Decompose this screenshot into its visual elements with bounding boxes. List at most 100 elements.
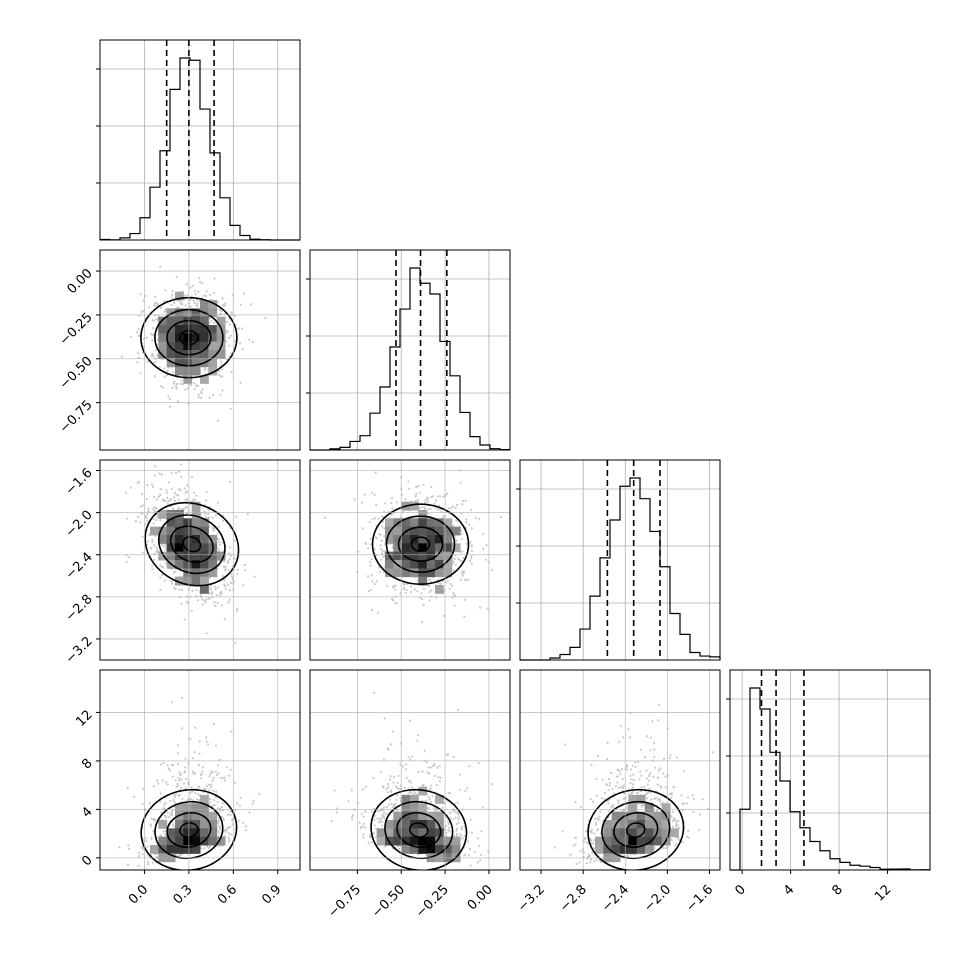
pair-1-2-contour-0 bbox=[371, 503, 470, 586]
pair-0-2-density-cell bbox=[166, 518, 176, 528]
pair-0-1-density-cell bbox=[200, 300, 209, 309]
pair-0-3-density-cell bbox=[158, 820, 168, 829]
pair-1-3-density-cell bbox=[401, 795, 411, 804]
pair-1-2-density-cell bbox=[418, 526, 428, 536]
hist-1-steps bbox=[310, 267, 511, 451]
hist-panel-1 bbox=[306, 249, 511, 451]
hist-3-frame bbox=[729, 669, 931, 871]
pair-1-2-density-cell bbox=[410, 501, 419, 511]
pair-0-2-contour-0 bbox=[144, 501, 240, 587]
pair-0-3-density-cell bbox=[200, 820, 209, 829]
pair-1-3-density-cell bbox=[410, 845, 419, 854]
pair-1-3-density-cell bbox=[451, 836, 461, 846]
pair-1-3-density-cell bbox=[443, 845, 453, 854]
pair-1-2-density-cell bbox=[410, 551, 419, 561]
pair-0-3-density-cell bbox=[166, 828, 176, 838]
pair-1-3-density-cell bbox=[426, 828, 436, 838]
pair-0-2-density-cell bbox=[200, 543, 209, 553]
pair-2-3-density-cell bbox=[653, 836, 663, 846]
pair-1-2-density-cell bbox=[393, 535, 403, 544]
pair-0-3-density-cell bbox=[183, 828, 193, 838]
pair-1-2-density-cell bbox=[418, 551, 428, 561]
pair-0-2-density-cell bbox=[175, 576, 184, 586]
pair-2-3-density-cell bbox=[645, 828, 654, 838]
pair-2-3-density-cell bbox=[611, 811, 621, 821]
pair-1-2-contour-1 bbox=[385, 515, 456, 574]
pair-0-3-density-cell bbox=[208, 811, 218, 821]
pair-0-1-density-cell bbox=[166, 350, 176, 359]
pair-1-3-density-cell bbox=[385, 828, 394, 838]
pair-2-3-density-cell bbox=[636, 828, 646, 838]
pair-1-2-density-cell bbox=[410, 518, 419, 528]
pair-2-3-density-cell bbox=[661, 828, 671, 838]
pair-1-2-contour-2 bbox=[397, 526, 444, 563]
corner-panels: −0.75−0.50−0.250.00−3.2−2.8−2.4−2.0−1.60… bbox=[57, 39, 931, 921]
pair-0-2-density-cell bbox=[166, 543, 176, 553]
pair-2-3-density-cell bbox=[611, 836, 621, 846]
pair-0-3-density-cell bbox=[150, 845, 159, 854]
pair-1-2-density-cell bbox=[418, 510, 428, 519]
pair-0-2-density-cell bbox=[158, 510, 168, 519]
pair-1-2-density-cell bbox=[426, 526, 436, 536]
pair-0-1-density-cell bbox=[183, 341, 193, 351]
pair-2-3-density-cell bbox=[645, 803, 654, 813]
pair-1-2-contour-3 bbox=[410, 536, 431, 553]
pair-1-2-density-cell bbox=[418, 543, 428, 553]
pair-2-3-contour-2 bbox=[613, 811, 659, 849]
pair-0-2-density-cell bbox=[150, 526, 159, 536]
pair-2-3-contour-3 bbox=[626, 822, 646, 838]
pair-1-3-density-cell bbox=[410, 836, 419, 846]
pair-2-3-density-cell bbox=[620, 820, 629, 829]
pair-0-2-density-cell bbox=[208, 535, 218, 544]
pair-0-1-density-cell bbox=[216, 316, 226, 326]
pair-2-3-density-cell bbox=[636, 811, 646, 821]
pair-1-3-density-cell bbox=[401, 820, 411, 829]
pair-1-3-density-cell bbox=[435, 836, 444, 846]
pair-0-1-density-cell bbox=[166, 358, 176, 368]
pair-0-2-density-cell bbox=[175, 510, 184, 519]
pair-1-2-density-cell bbox=[410, 543, 419, 553]
pair-1-2-density-cell bbox=[418, 535, 428, 544]
pair-0-2-density-cell bbox=[208, 560, 218, 569]
pair-2-3-density-cell bbox=[620, 828, 629, 838]
pair-1-3-density-cell bbox=[435, 811, 444, 821]
pair-0-3-density-cell bbox=[183, 820, 193, 829]
pair-2-3-density-cell bbox=[595, 836, 604, 846]
pair-0-2-density-cell bbox=[175, 543, 184, 553]
pair-0-2-density-cell bbox=[191, 510, 201, 519]
pair-0-2-density-cell bbox=[200, 518, 209, 528]
hist-panel-2 bbox=[516, 459, 721, 661]
pair-0-1-density-cell bbox=[208, 325, 218, 334]
pair-0-1-density-cell bbox=[191, 341, 201, 351]
pair-1-3-density-cell bbox=[393, 811, 403, 821]
pair-0-1-density-cell bbox=[166, 316, 176, 326]
pair-0-1-density-cell bbox=[216, 350, 226, 359]
pair-0-2-contour-2 bbox=[169, 525, 214, 563]
pair-2-3-density-cell bbox=[603, 845, 613, 854]
pair-1-2-density-cell bbox=[410, 526, 419, 536]
pair-0-1-density-cell bbox=[183, 333, 193, 343]
pair-1-2-density-cell bbox=[393, 568, 403, 578]
pair-0-1-density-cell bbox=[200, 341, 209, 351]
pair-1-3-contour-3 bbox=[409, 822, 429, 838]
pair-2-3-density-cell bbox=[645, 845, 654, 854]
pair-panel-1-3 bbox=[309, 669, 511, 871]
pair-0-1-density-cell bbox=[191, 366, 201, 376]
pair-0-3-density-cell bbox=[175, 820, 184, 829]
pair-1-2-density-cell bbox=[443, 526, 453, 536]
pair-0-1-density-cell bbox=[158, 325, 168, 334]
pair-0-2-density-cell bbox=[191, 501, 201, 511]
pair-0-2-density-cell bbox=[216, 551, 226, 561]
pair-2-3-density-cell bbox=[628, 828, 638, 838]
pair-0-2-density-cell bbox=[166, 510, 176, 519]
pair-0-2-density-cell bbox=[175, 535, 184, 544]
pair-1-2-density-cell bbox=[418, 576, 428, 586]
pair-1-2-density-cell bbox=[426, 568, 436, 578]
pair-0-3-density-cell bbox=[191, 836, 201, 846]
pair-1-3-density-cell bbox=[401, 811, 411, 821]
pair-1-3-density-cell bbox=[418, 845, 428, 854]
pair-1-3-density-cell bbox=[443, 836, 453, 846]
pair-2-3-density-cell bbox=[636, 845, 646, 854]
pair-0-3-density-cell bbox=[208, 836, 218, 846]
pair-2-3-density-cell bbox=[611, 845, 621, 854]
